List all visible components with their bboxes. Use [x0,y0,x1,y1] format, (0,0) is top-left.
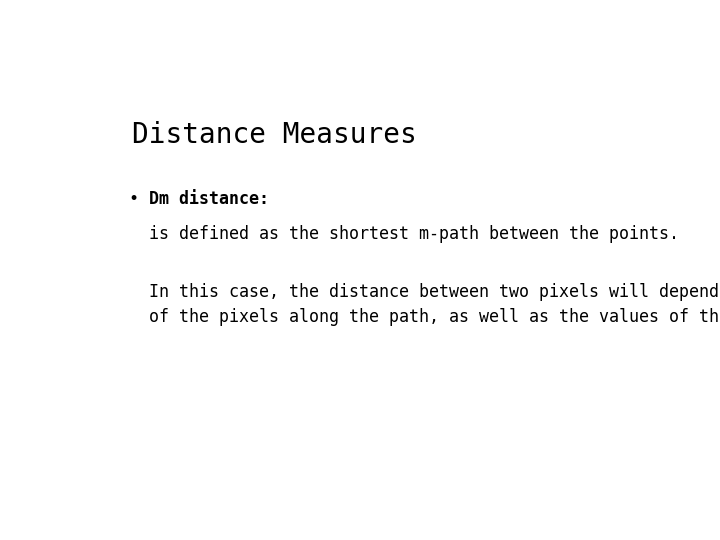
Text: is defined as the shortest m-path between the points.: is defined as the shortest m-path betwee… [148,225,678,243]
Text: •: • [128,190,138,207]
Text: Distance Measures: Distance Measures [132,121,417,149]
Text: of the pixels along the path, as well as the values of their neighbors.: of the pixels along the path, as well as… [148,308,720,326]
Text: Dm distance:: Dm distance: [148,190,269,207]
Text: In this case, the distance between two pixels will depend on the values: In this case, the distance between two p… [148,283,720,301]
